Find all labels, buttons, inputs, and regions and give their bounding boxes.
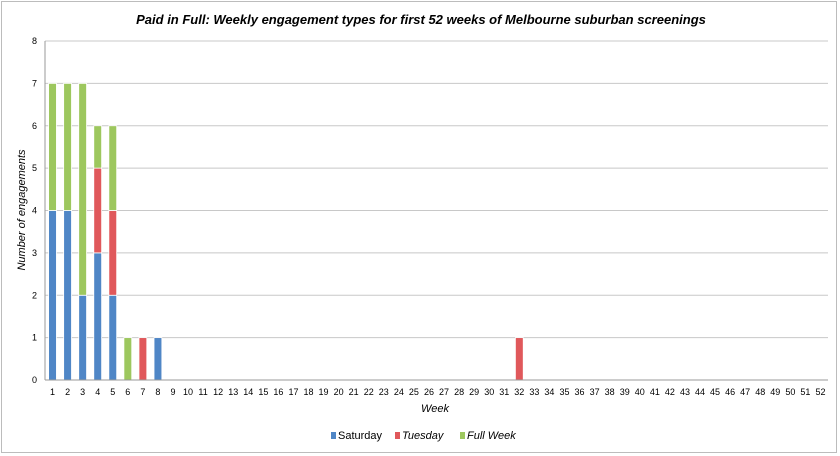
x-tick-label-4: 4 (95, 387, 100, 397)
x-tick-label-40: 40 (635, 387, 645, 397)
x-tick-label-31: 31 (499, 387, 509, 397)
x-tick-label-24: 24 (394, 387, 404, 397)
bar-saturday-week-3 (78, 294, 87, 381)
y-tick-label-1: 1 (32, 333, 37, 343)
x-tick-label-52: 52 (815, 387, 825, 397)
legend-label-saturday: Saturday (338, 430, 383, 442)
bar-tuesday-week-32 (515, 337, 524, 381)
x-tick-label-14: 14 (243, 387, 253, 397)
x-tick-label-9: 9 (170, 387, 175, 397)
bar-saturday-week-5 (108, 294, 118, 381)
chart-title: Paid in Full: Weekly engagement types fo… (136, 12, 706, 27)
bar-saturday-week-8 (153, 337, 163, 381)
x-tick-label-7: 7 (140, 387, 145, 397)
bar-full-week-week-6 (123, 337, 133, 381)
bar-full-week-week-5 (108, 125, 118, 211)
x-tick-label-36: 36 (575, 387, 585, 397)
x-tick-label-12: 12 (213, 387, 223, 397)
legend-swatch-saturday (331, 432, 336, 439)
x-tick-label-37: 37 (590, 387, 600, 397)
x-tick-label-5: 5 (110, 387, 115, 397)
x-tick-label-32: 32 (514, 387, 524, 397)
x-tick-label-44: 44 (695, 387, 705, 397)
x-tick-label-42: 42 (665, 387, 675, 397)
bar-saturday-week-1 (48, 210, 57, 381)
bar-full-week-week-4 (93, 125, 103, 169)
x-tick-label-23: 23 (379, 387, 389, 397)
x-tick-label-15: 15 (258, 387, 268, 397)
legend-label-full-week: Full Week (467, 430, 516, 442)
x-tick-label-25: 25 (409, 387, 419, 397)
x-tick-label-10: 10 (183, 387, 193, 397)
legend-label-tuesday: Tuesday (402, 430, 445, 442)
x-tick-label-27: 27 (439, 387, 449, 397)
x-tick-label-22: 22 (364, 387, 374, 397)
legend-swatch-full-week (460, 432, 465, 439)
bar-tuesday-week-4 (93, 167, 103, 254)
x-tick-label-3: 3 (80, 387, 85, 397)
x-tick-label-19: 19 (319, 387, 329, 397)
bar-full-week-week-2 (63, 82, 72, 211)
x-tick-label-1: 1 (50, 387, 55, 397)
x-tick-label-45: 45 (710, 387, 720, 397)
x-tick-label-49: 49 (770, 387, 780, 397)
x-tick-label-46: 46 (725, 387, 735, 397)
bar-full-week-week-1 (48, 82, 57, 211)
x-tick-label-17: 17 (288, 387, 298, 397)
bar-saturday-week-2 (63, 210, 72, 381)
x-tick-label-30: 30 (484, 387, 494, 397)
x-tick-label-13: 13 (228, 387, 238, 397)
bar-saturday-week-4 (93, 252, 103, 381)
x-tick-label-47: 47 (740, 387, 750, 397)
x-tick-label-51: 51 (800, 387, 810, 397)
x-tick-labels: 1 2 3 4 5 6 7 8 9 10 11 12 13 14 15 16 17 18 19 20 21 22 23 24 2… (50, 387, 825, 397)
bar-tuesday-week-5 (108, 210, 118, 296)
x-tick-label-28: 28 (454, 387, 464, 397)
x-tick-label-8: 8 (155, 387, 160, 397)
bars (48, 82, 524, 381)
y-tick-label-4: 4 (32, 206, 37, 216)
bar-full-week-week-3 (78, 82, 87, 296)
x-tick-label-39: 39 (620, 387, 630, 397)
x-tick-label-38: 38 (605, 387, 615, 397)
x-tick-label-50: 50 (785, 387, 795, 397)
y-tick-label-3: 3 (32, 248, 37, 258)
x-tick-label-20: 20 (334, 387, 344, 397)
bar-tuesday-week-7 (138, 337, 148, 381)
axes (44, 41, 828, 381)
x-tick-label-41: 41 (650, 387, 660, 397)
x-tick-label-29: 29 (469, 387, 479, 397)
y-tick-label-0: 0 (32, 375, 37, 385)
x-tick-label-2: 2 (65, 387, 70, 397)
gridlines (45, 40, 828, 339)
x-tick-label-48: 48 (755, 387, 765, 397)
x-tick-label-16: 16 (273, 387, 283, 397)
x-tick-label-43: 43 (680, 387, 690, 397)
x-tick-label-11: 11 (198, 387, 207, 397)
x-tick-label-21: 21 (349, 387, 359, 397)
x-tick-label-18: 18 (304, 387, 314, 397)
x-tick-label-6: 6 (125, 387, 130, 397)
y-tick-label-7: 7 (32, 78, 37, 88)
y-tick-labels: 0 1 2 3 4 5 6 7 8 (32, 36, 37, 385)
y-tick-label-6: 6 (32, 121, 37, 131)
legend-swatch-tuesday (395, 432, 400, 439)
x-tick-label-33: 33 (529, 387, 539, 397)
y-axis-title: Number of engagements (16, 149, 28, 271)
y-tick-label-8: 8 (32, 36, 37, 46)
legend: Saturday Tuesday Full Week (331, 430, 516, 442)
y-tick-label-2: 2 (32, 290, 37, 300)
x-tick-label-26: 26 (424, 387, 434, 397)
y-tick-label-5: 5 (32, 163, 37, 173)
x-tick-label-35: 35 (559, 387, 569, 397)
x-tick-label-34: 34 (544, 387, 554, 397)
x-axis-title: Week (421, 403, 449, 415)
